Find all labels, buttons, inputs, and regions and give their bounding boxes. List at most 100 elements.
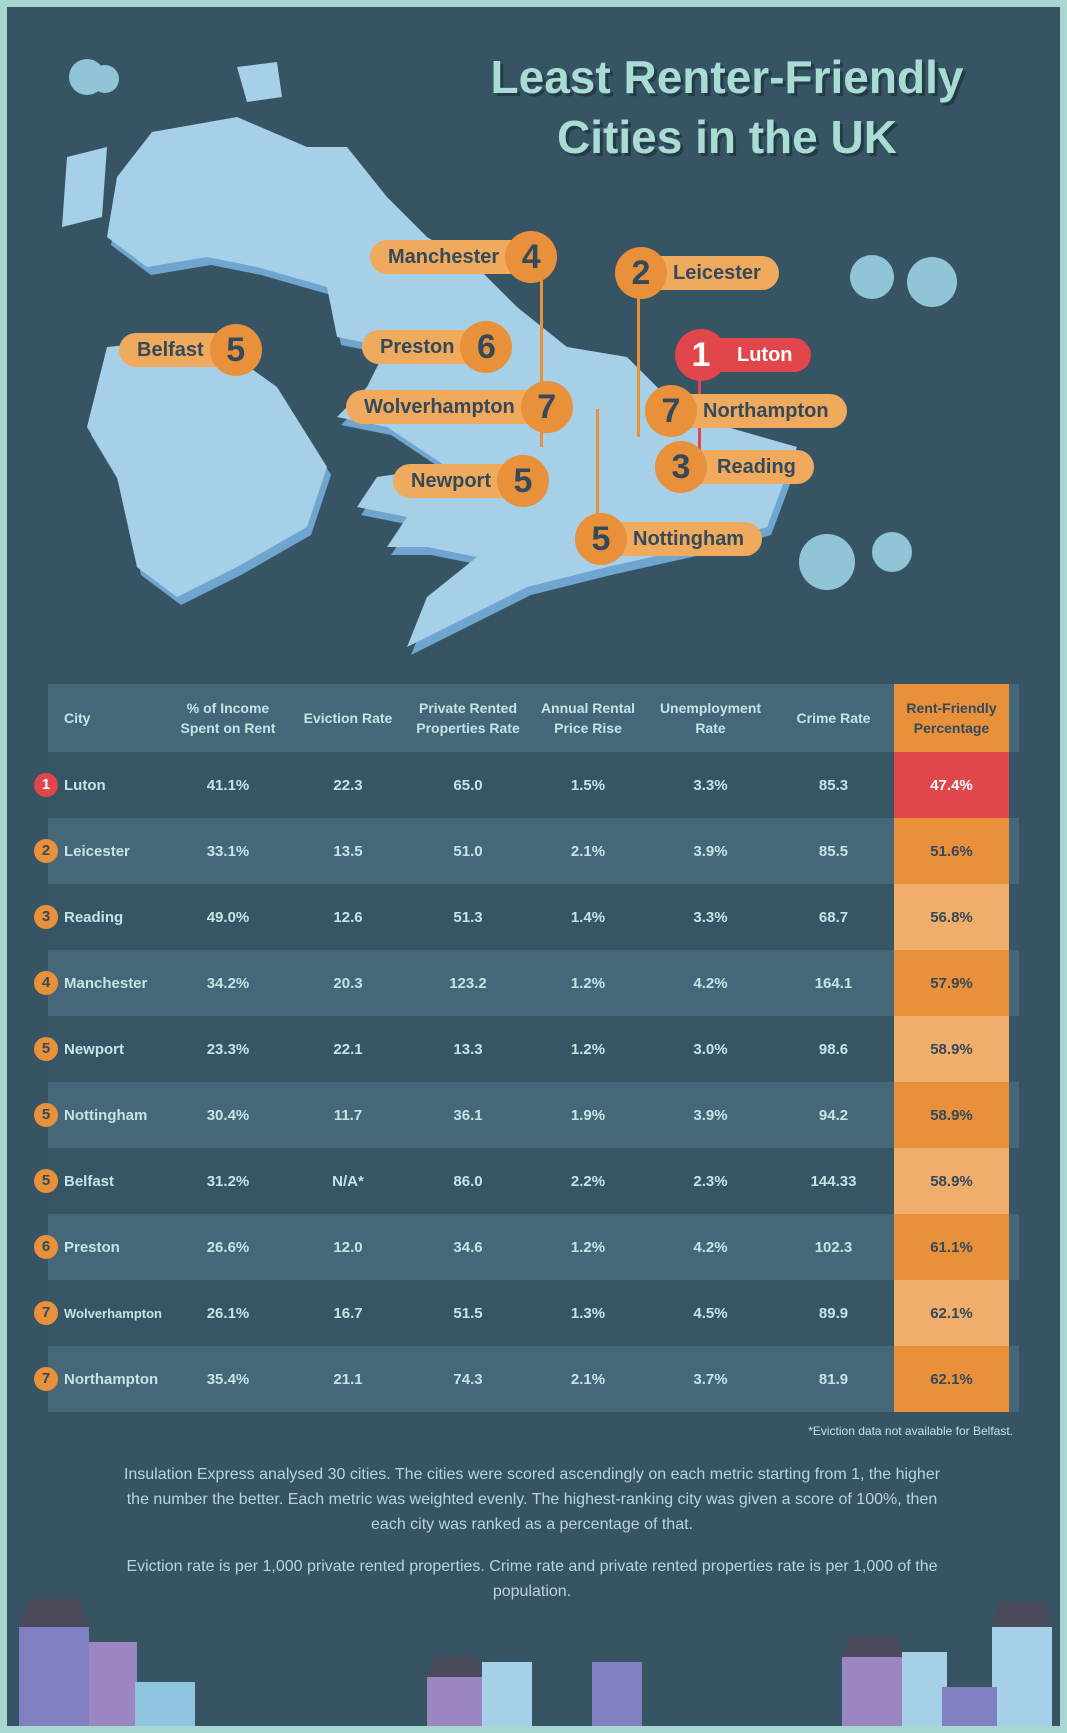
cell-private-rented: 36.1 [453, 1106, 483, 1124]
header-private-rented: Private Rented Properties Rate [416, 700, 520, 736]
cell-private-rented: 51.0 [453, 842, 483, 860]
cell-eviction: 12.0 [333, 1238, 363, 1256]
pin-rank: 5 [209, 324, 262, 376]
cell-price-rise: 1.2% [570, 1040, 606, 1058]
cell-income: 33.1% [206, 842, 250, 860]
table-row: 4 Manchester 34.2% 20.3 123.2 1.2% 4.2% 164.1 57… [34, 950, 1019, 1016]
cell-eviction: 11.7 [333, 1106, 363, 1124]
pin-rank: 6 [460, 321, 513, 373]
pin-nottingham: Nottingham 5 [575, 513, 763, 565]
pin-preston: Preston 6 [362, 321, 513, 373]
cell-crime: 85.3 [818, 776, 849, 794]
cell-eviction: 21.1 [333, 1370, 363, 1388]
cell-price-rise: 1.9% [570, 1106, 606, 1124]
infographic: Least Renter-Friendly Cities in the UK Ma… [7, 7, 1060, 1726]
cell-income: 41.1% [206, 776, 250, 794]
cell-eviction: 16.7 [333, 1304, 363, 1322]
cell-price-rise: 1.2% [570, 1238, 606, 1256]
footnote: *Eviction data not available for Belfast… [808, 1424, 1013, 1438]
rate-note: Eviction rate is per 1,000 private rente… [126, 1558, 938, 1600]
cell-rent-friendly: 58.9% [894, 1148, 1009, 1214]
buildings-illustration [19, 1599, 1052, 1726]
cell-price-rise: 1.4% [570, 908, 606, 926]
cell-city: Nottingham [64, 1106, 148, 1124]
table-row: 7 Northampton 35.4% 21.1 74.3 2.1% 3.7% 81.9 62.… [34, 1346, 1019, 1412]
cell-unemployment: 3.3% [693, 776, 728, 794]
cell-price-rise: 2.1% [570, 842, 606, 860]
cell-price-rise: 1.2% [570, 974, 606, 992]
cell-income: 34.2% [206, 974, 250, 992]
header-unemployment: Unemployment Rate [659, 700, 762, 736]
cell-price-rise: 1.3% [570, 1304, 606, 1322]
pin-rank: 1 [675, 329, 727, 381]
table-row: 5 Newport 23.3% 22.1 13.3 1.2% 3.0% 98.6 58.9% [34, 1016, 1019, 1082]
cell-rent-friendly: 56.8% [894, 884, 1009, 950]
cell-city: Manchester [64, 974, 148, 992]
cell-eviction: 13.5 [333, 842, 363, 860]
pin-luton: Luton 1 [675, 329, 811, 381]
cell-city: Belfast [64, 1172, 115, 1190]
rank-badge: 5 [34, 1103, 58, 1127]
table-row: 6 Preston 26.6% 12.0 34.6 1.2% 4.2% 102.3 61.1% [34, 1214, 1019, 1280]
rank-badge: 3 [34, 905, 58, 929]
pin-rank: 5 [497, 455, 549, 507]
cell-private-rented: 123.2 [449, 974, 487, 992]
cell-private-rented: 51.5 [453, 1304, 483, 1322]
pin-newport: Newport 5 [393, 455, 549, 507]
cell-private-rented: 86.0 [453, 1172, 483, 1190]
cell-crime: 85.5 [818, 842, 849, 860]
rank-badge: 1 [34, 773, 58, 797]
cell-city: Leicester [64, 842, 130, 860]
pin-stem [637, 297, 640, 437]
pin-manchester: Manchester 4 [370, 231, 558, 283]
pin-northampton: Northampton 7 [645, 385, 847, 437]
rank-badge: 6 [34, 1235, 58, 1259]
table-row: 2 Leicester 33.1% 13.5 51.0 2.1% 3.9% 85.5 51.6% [34, 818, 1019, 884]
pin-label: Northampton [657, 394, 847, 428]
cell-city: Newport [64, 1040, 124, 1058]
rank-badge: 5 [34, 1037, 58, 1061]
cell-price-rise: 2.1% [570, 1370, 606, 1388]
rank-badge: 5 [34, 1169, 58, 1193]
cell-city: Preston [64, 1238, 120, 1256]
cell-crime: 102.3 [814, 1238, 853, 1256]
cell-eviction: N/A* [332, 1172, 364, 1190]
header-price-rise: Annual Rental Price Rise [540, 700, 636, 736]
cell-city: Wolverhampton [64, 1305, 162, 1321]
cell-rent-friendly: 62.1% [894, 1346, 1009, 1412]
cell-rent-friendly: 57.9% [894, 950, 1009, 1016]
cell-income: 49.0% [206, 908, 250, 926]
cell-unemployment: 3.7% [693, 1370, 728, 1388]
cell-unemployment: 4.5% [693, 1304, 728, 1322]
cell-unemployment: 3.9% [693, 1106, 728, 1124]
cell-rent-friendly: 61.1% [894, 1214, 1009, 1280]
cell-crime: 68.7 [818, 908, 849, 926]
cell-price-rise: 2.2% [570, 1172, 606, 1190]
pin-leicester: Leicester 2 [615, 247, 779, 299]
cell-unemployment: 3.0% [693, 1040, 728, 1058]
cell-income: 30.4% [206, 1106, 250, 1124]
table-row: 7 Wolverhampton 26.1% 16.7 51.5 1.3% 4.5% 89.9 6… [34, 1280, 1019, 1346]
rank-badge: 7 [34, 1301, 58, 1325]
pin-rank: 7 [645, 385, 697, 437]
cell-income: 23.3% [206, 1040, 250, 1058]
cell-private-rented: 74.3 [453, 1370, 483, 1388]
cell-crime: 98.6 [818, 1040, 849, 1058]
table-row: 3 Reading 49.0% 12.6 51.3 1.4% 3.3% 68.7 56.8% [34, 884, 1019, 950]
page-title: Least Renter-Friendly Cities in the UK [407, 47, 1047, 167]
header-crime: Crime Rate [796, 710, 871, 726]
pin-reading: Reading 3 [655, 441, 814, 493]
cell-unemployment: 3.3% [693, 908, 728, 926]
cell-crime: 94.2 [818, 1106, 849, 1124]
pin-stem [596, 409, 599, 539]
cell-private-rented: 51.3 [453, 908, 483, 926]
table-row: 5 Belfast 31.2% N/A* 86.0 2.2% 2.3% 144.33 58.9% [34, 1148, 1019, 1214]
cell-private-rented: 13.3 [453, 1040, 483, 1058]
header-income: % of Income Spent on Rent [180, 700, 276, 736]
cell-crime: 144.33 [810, 1172, 857, 1190]
cell-city: Northampton [64, 1370, 159, 1388]
title-line: Least Renter-Friendly [490, 51, 964, 103]
cell-crime: 164.1 [814, 974, 853, 992]
title-line: Cities in the UK [557, 111, 897, 163]
cell-rent-friendly: 47.4% [894, 752, 1009, 818]
